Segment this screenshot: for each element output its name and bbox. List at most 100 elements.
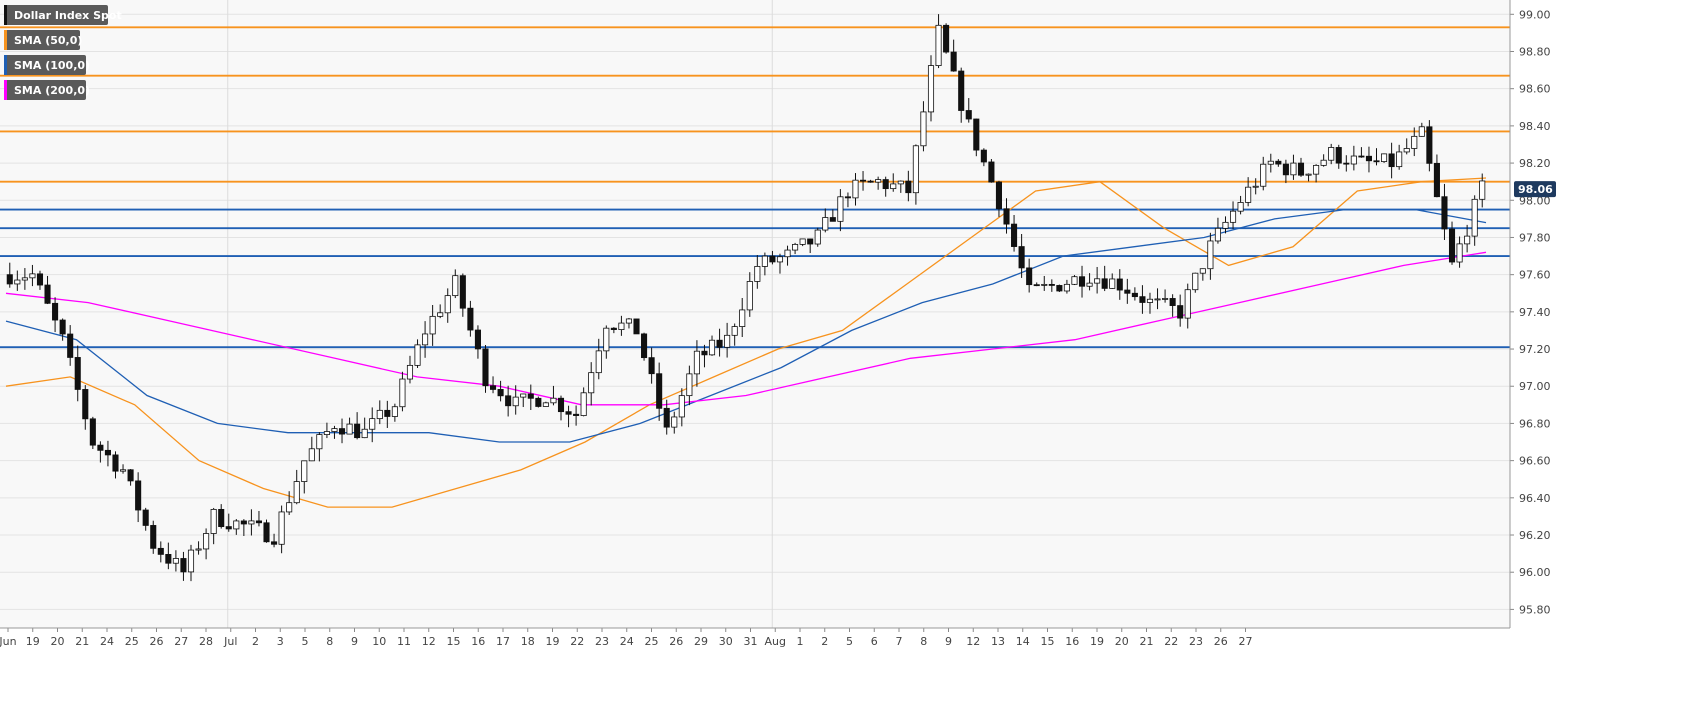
candle-down [1441,196,1448,230]
candle-down [656,373,663,409]
candle-down [867,180,874,183]
x-tick-label: 8 [920,635,927,648]
x-tick-label: 12 [422,635,436,648]
candle-down [1078,276,1086,287]
x-tick-label: 18 [521,635,535,648]
candle-up [927,65,935,113]
candle-up [678,395,685,418]
x-tick-label: 27 [1239,635,1253,648]
candle-down [157,547,164,555]
candle-down [995,181,1003,210]
candle-down [965,110,972,120]
candle-down [1116,278,1123,291]
horizontal-levels [0,26,1510,349]
candle-down [1131,292,1138,298]
candle-down [150,525,157,549]
candle-up [799,238,806,245]
candle-up [1403,148,1410,153]
x-tick-label: 9 [945,635,952,648]
candle-down [338,428,346,435]
candle-down [127,469,134,482]
candle-down [1365,155,1373,162]
candle-down [1033,284,1040,287]
candle-down [610,327,617,331]
candle-up [784,249,791,258]
candle-down [271,541,278,545]
candle-up [21,277,28,281]
candle-down [1124,289,1131,294]
candle-up [444,295,451,314]
candle-down [950,51,957,72]
y-tick-label: 98.80 [1519,45,1551,58]
candle-down [1297,162,1305,176]
candle-down [1056,285,1063,292]
candle-down [142,509,149,526]
candle-down [459,275,466,309]
candle-up [1154,298,1161,301]
candle-up [792,243,799,251]
candle-up [603,327,610,352]
x-tick-label: 15 [447,635,461,648]
candle-up [1086,282,1093,287]
candle-down [1101,278,1108,289]
candle-down [1343,162,1350,165]
x-tick-label: 20 [1115,635,1129,648]
candle-down [1335,147,1342,164]
candle-up [1456,243,1463,263]
candle-down [1282,163,1289,176]
legend-box [4,30,80,50]
x-tick-label: 27 [174,635,188,648]
candle-up [429,315,436,335]
candle-up [754,266,761,282]
candle-down [1275,160,1282,165]
x-tick-label: 30 [719,635,733,648]
candle-down [74,357,81,390]
candle-up [897,180,904,185]
candle-down [474,329,481,350]
candle-down [1426,126,1433,164]
candle-up [746,281,753,311]
candle-down [165,554,172,564]
legend-box [4,5,108,25]
candle-up [920,111,927,147]
candle-down [497,389,504,397]
candle-down [1433,162,1440,198]
candle-down [1048,283,1055,286]
candle-down [943,24,950,53]
x-tick-label: 24 [620,635,634,648]
candle-up [119,469,127,472]
candle-down [663,407,670,428]
candle-down [807,238,814,245]
candle-up [1320,159,1327,166]
candle-down [482,348,489,387]
y-tick-label: 97.60 [1519,269,1551,282]
candle-up [1350,155,1357,165]
x-tick-label: 6 [871,635,878,648]
candle-down [1003,208,1010,225]
candle-down [240,520,247,525]
candle-down [1358,155,1365,158]
candle-up [822,217,829,231]
x-tick-label: 23 [595,635,609,648]
legend-color-swatch [4,5,7,25]
candle-down [633,318,640,335]
candle-down [263,522,270,543]
candle-down [1169,298,1176,306]
legend-color-swatch [4,30,7,50]
candle-up [361,428,368,439]
candle-up [837,196,844,222]
y-tick-label: 96.80 [1519,417,1551,430]
candle-down [36,273,44,286]
x-tick-label: Jul [223,635,237,648]
candle-up [1260,163,1267,187]
y-tick-label: 97.20 [1519,343,1551,356]
candle-down [1139,296,1146,303]
x-tick-label: 14 [1016,635,1030,648]
x-tick-label: 10 [372,635,386,648]
candle-down [769,255,776,263]
candle-down [988,161,995,183]
x-tick-label: 16 [1065,635,1079,648]
candle-up [14,279,21,285]
candle-down [180,558,187,573]
